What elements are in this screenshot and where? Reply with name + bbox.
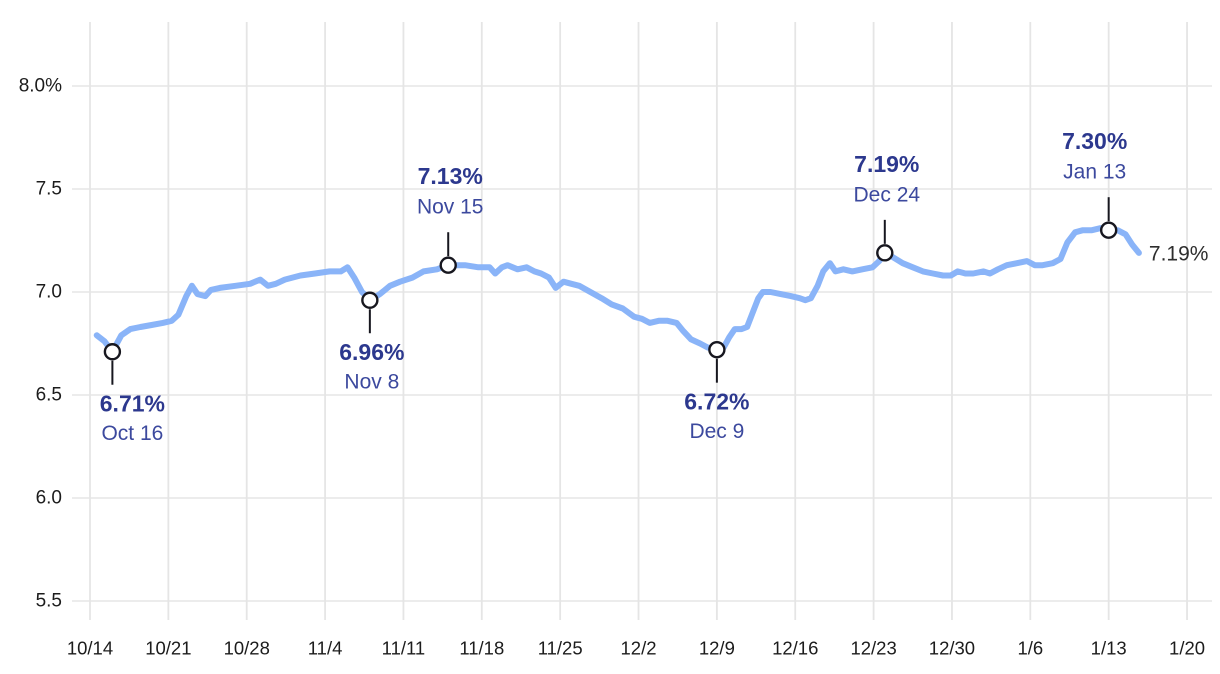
- annotation-date-label: Dec 9: [689, 420, 744, 443]
- horizontal-gridlines: [72, 85, 1212, 602]
- x-axis-tick-label: 12/23: [850, 638, 896, 659]
- rate-line: [93, 225, 1142, 355]
- x-axis-tick-label: 10/28: [224, 638, 270, 659]
- x-axis-tick-label: 12/9: [699, 638, 735, 659]
- annotation-value-label: 7.19%: [854, 151, 919, 177]
- annotation-value-label: 6.71%: [100, 391, 165, 417]
- y-axis-tick-label: 7.0: [36, 282, 62, 303]
- x-axis-tick-label: 11/11: [382, 638, 426, 659]
- y-axis-tick-label: 6.5: [36, 385, 62, 406]
- rate-line-series: 7.19%: [93, 225, 1209, 355]
- annotation-date-label: Nov 8: [344, 371, 399, 394]
- annotation-date-label: Jan 13: [1063, 161, 1126, 184]
- vertical-gridlines: [89, 22, 1188, 620]
- y-axis-tick-label: 6.0: [36, 488, 62, 509]
- annotation-value-label: 7.30%: [1062, 128, 1127, 154]
- annotation-date-label: Oct 16: [101, 422, 163, 445]
- annotation-value-label: 7.13%: [418, 163, 483, 189]
- x-axis-tick-label: 12/2: [621, 638, 657, 659]
- x-axis-tick-label: 1/13: [1091, 638, 1127, 659]
- annotation-marker-dot: [708, 340, 726, 359]
- annotation-marker-dot: [876, 244, 894, 262]
- annotation-marker-dot: [1099, 221, 1118, 239]
- x-axis-tick-label: 11/18: [459, 638, 504, 659]
- x-axis-tick-label: 1/6: [1017, 638, 1043, 659]
- annotation-date-label: Nov 15: [417, 196, 484, 219]
- x-axis-tick-label: 10/21: [145, 638, 191, 659]
- x-axis-tick-label: 11/4: [308, 638, 343, 659]
- x-axis-tick-label: 12/16: [772, 638, 818, 659]
- annotation-marker-dot: [439, 256, 457, 274]
- annotation-value-label: 6.72%: [684, 389, 749, 415]
- y-axis-tick-label: 7.5: [36, 179, 62, 200]
- y-axis-tick-label: 8.0%: [19, 76, 62, 97]
- annotation-value-label: 6.96%: [339, 339, 404, 365]
- axis-labels-layer: 10/14 10/21 10/28 11/4 11/11 11/18 11/25 12/2 12…: [19, 76, 1205, 659]
- y-axis-tick-label: 5.5: [36, 591, 62, 612]
- annotations-layer: 6.71% Oct 16 6.96% Nov 8 7.13% Nov 15 6.72% Dec…: [100, 128, 1128, 445]
- annotation-marker-dot: [361, 291, 379, 309]
- x-axis-tick-label: 11/25: [538, 638, 583, 659]
- x-axis-tick-label: 1/20: [1169, 638, 1205, 659]
- x-axis-tick-label: 10/14: [67, 638, 113, 659]
- x-axis-tick-label: 12/30: [929, 638, 975, 659]
- annotation-date-label: Dec 24: [854, 183, 921, 206]
- annotation-marker-dot: [103, 343, 122, 361]
- current-rate-label: 7.19%: [1149, 242, 1209, 265]
